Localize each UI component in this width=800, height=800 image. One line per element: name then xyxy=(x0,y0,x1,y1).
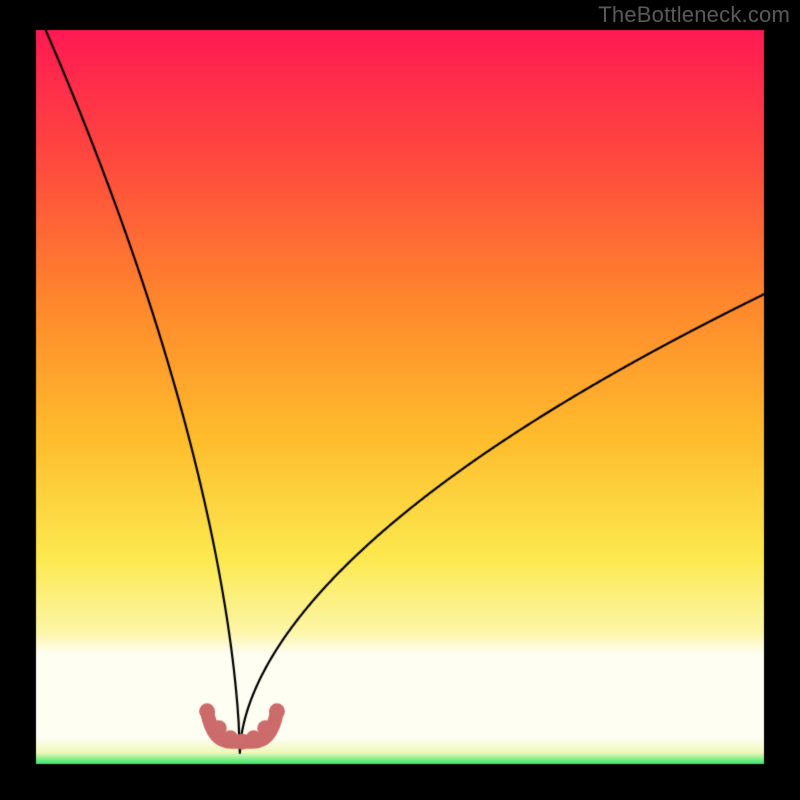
watermark-text: TheBottleneck.com xyxy=(598,2,790,28)
bottleneck-chart xyxy=(0,0,800,800)
